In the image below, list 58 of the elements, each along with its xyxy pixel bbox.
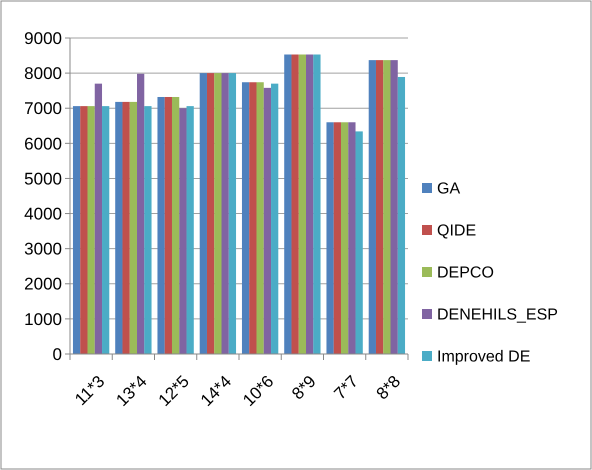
y-tick-label: 2000	[24, 274, 62, 294]
y-tick-label: 5000	[24, 169, 62, 188]
bar	[144, 106, 152, 354]
bar	[130, 102, 138, 354]
bar	[334, 122, 341, 354]
legend-label: GA	[437, 180, 460, 198]
legend-label: QIDE	[437, 222, 476, 240]
bar	[157, 96, 165, 354]
bar	[94, 84, 102, 354]
bar	[306, 54, 314, 354]
bar	[298, 54, 306, 354]
bar	[87, 106, 95, 354]
bar	[102, 106, 110, 354]
bar	[80, 106, 88, 354]
bar	[206, 73, 214, 354]
x-tick-label: 8*9	[288, 372, 320, 404]
bar	[137, 74, 144, 354]
bar	[313, 54, 321, 354]
bar	[398, 76, 406, 354]
bar	[368, 60, 376, 354]
bar	[186, 106, 194, 354]
x-tick-label: 7*7	[330, 372, 362, 404]
bar	[376, 60, 384, 354]
bar	[242, 82, 250, 354]
bar	[228, 73, 236, 354]
bar	[214, 73, 222, 354]
bar	[72, 106, 80, 354]
bar	[340, 122, 348, 354]
bar	[172, 96, 180, 354]
bar	[264, 88, 272, 354]
bar	[122, 102, 130, 354]
bar	[222, 73, 229, 354]
bar	[164, 96, 172, 354]
bar	[179, 108, 187, 354]
y-tick-label: 4000	[24, 204, 62, 224]
legend-label: DEPCO	[437, 264, 494, 282]
y-tick-label: 7000	[24, 99, 62, 118]
bar	[291, 54, 299, 354]
y-tick-label: 9000	[24, 28, 62, 48]
x-tick-label: 8*8	[372, 372, 404, 404]
bar	[200, 73, 207, 354]
y-tick-label: 1000	[24, 310, 62, 329]
legend-label: DENEHILS_ESP	[437, 306, 558, 324]
bar	[348, 122, 356, 354]
bar	[271, 84, 278, 354]
bar	[356, 131, 363, 354]
bar	[326, 122, 334, 354]
y-tick-label: 0	[52, 344, 62, 364]
bar	[383, 60, 391, 354]
bar	[256, 82, 264, 354]
bar	[390, 60, 398, 354]
y-tick-label: 3000	[24, 240, 62, 259]
bar	[284, 54, 292, 354]
y-tick-label: 6000	[24, 134, 62, 154]
bar	[249, 82, 256, 354]
y-tick-label: 8000	[24, 64, 62, 84]
legend-label: Improved DE	[437, 348, 530, 366]
bar	[115, 102, 122, 354]
